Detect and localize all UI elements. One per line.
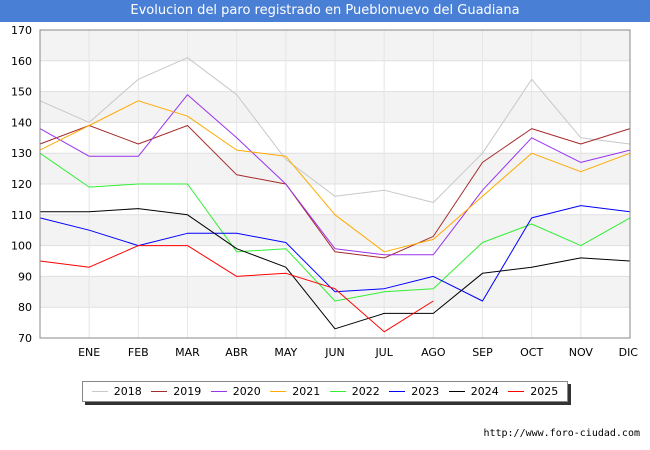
legend-swatch	[448, 391, 465, 392]
series-lines	[39, 57, 631, 333]
series-line-2024	[40, 208, 631, 330]
series-line-2018	[39, 57, 631, 203]
legend-item-2025: 2025	[508, 385, 558, 398]
plot-frame	[39, 29, 631, 339]
x-tick-label: AGO	[421, 346, 446, 359]
legend-swatch	[91, 391, 108, 392]
x-tick-label: MAR	[175, 346, 200, 359]
series-line-2025	[39, 245, 434, 333]
x-tick-label: OCT	[520, 346, 543, 359]
legend: 2018 2019 2020 2021 2022 2023 2024 2025	[82, 381, 568, 402]
y-tick-label: 110	[11, 209, 32, 222]
legend-item-2020: 2020	[210, 385, 261, 398]
series-line-2022	[39, 152, 631, 302]
x-tick-label: FEB	[128, 346, 149, 359]
y-tick-label: 150	[11, 86, 32, 99]
legend-item-2019: 2019	[151, 385, 201, 398]
y-tick-label: 120	[11, 178, 32, 191]
legend-label: 2025	[530, 385, 559, 398]
y-tick-label: 90	[18, 270, 32, 283]
x-tick-label: ABR	[225, 346, 248, 359]
legend-swatch	[329, 391, 346, 392]
legend-swatch	[508, 391, 525, 392]
chart-title: Evolucion del paro registrado en Pueblon…	[0, 0, 650, 22]
legend-label: 2022	[351, 385, 380, 398]
legend-swatch	[270, 391, 287, 392]
legend-label: 2018	[113, 385, 142, 398]
legend-item-2021: 2021	[270, 385, 320, 398]
x-tick-label: JUL	[374, 346, 393, 359]
y-tick-label: 70	[18, 332, 32, 345]
series-line-2019	[39, 125, 631, 259]
legend-label: 2019	[173, 385, 202, 398]
legend-item-2018: 2018	[91, 385, 142, 398]
legend-item-2022: 2022	[329, 385, 380, 398]
series-line-2020	[39, 94, 631, 256]
source-url: http://www.foro-ciudad.com	[483, 428, 640, 439]
y-axis-ticks: 70 80 90 100 110 120 130 140 150 160 170	[11, 24, 32, 345]
x-axis-ticks: ENE FEB MAR ABR MAY JUN JUL AGO SEP OCT NOV DIC	[78, 346, 638, 359]
legend-item-2024: 2024	[448, 385, 499, 398]
series-line-2021	[39, 100, 631, 253]
x-tick-label: SEP	[472, 346, 493, 359]
legend-label: 2020	[232, 385, 261, 398]
y-tick-label: 100	[11, 240, 32, 253]
legend-label: 2023	[411, 385, 440, 398]
y-tick-label: 130	[11, 147, 32, 160]
y-tick-label: 80	[18, 301, 32, 314]
y-tick-label: 140	[11, 116, 32, 129]
x-tick-label: NOV	[569, 346, 594, 359]
legend-swatch	[389, 391, 406, 392]
legend-swatch	[151, 391, 168, 392]
x-tick-label: ENE	[78, 346, 100, 359]
x-tick-label: JUN	[324, 346, 345, 359]
legend-label: 2021	[292, 385, 321, 398]
legend-item-2023: 2023	[389, 385, 439, 398]
y-tick-label: 170	[11, 24, 32, 37]
x-tick-label: MAY	[274, 346, 297, 359]
y-tick-label: 160	[11, 55, 32, 68]
legend-label: 2024	[470, 385, 499, 398]
legend-swatch	[210, 391, 227, 392]
x-tick-label: DIC	[619, 346, 639, 359]
